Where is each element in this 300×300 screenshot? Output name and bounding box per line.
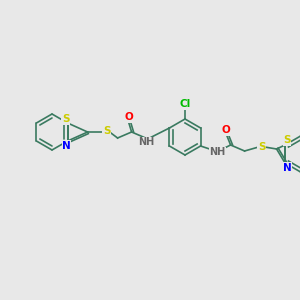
Text: Cl: Cl [179, 99, 191, 109]
Text: S: S [283, 135, 291, 145]
Text: NH: NH [139, 137, 155, 147]
Text: NH: NH [209, 147, 226, 157]
Text: O: O [124, 112, 133, 122]
Text: S: S [258, 142, 265, 152]
Text: N: N [283, 163, 291, 173]
Text: O: O [221, 125, 230, 135]
Text: S: S [62, 114, 69, 124]
Text: N: N [62, 141, 71, 151]
Text: S: S [103, 126, 110, 136]
